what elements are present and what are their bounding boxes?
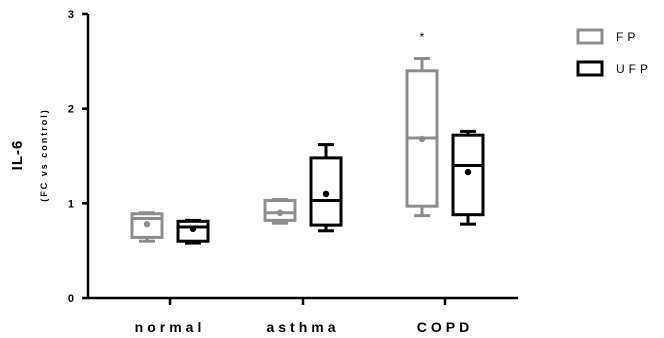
y-axis-label: IL-6 [9, 140, 26, 171]
mean-marker [418, 135, 426, 143]
legend-swatch-fp [576, 28, 604, 45]
box-ufp-asthma [309, 143, 343, 233]
legend: FP UFP [576, 28, 652, 77]
mean-marker [276, 209, 284, 216]
x-category-label: normal [135, 319, 206, 335]
y-tick-label: 0 [68, 293, 74, 305]
mean-marker [464, 168, 472, 176]
legend-swatch-ufp [576, 60, 604, 77]
y-axis-sublabel: (FC vs control) [39, 108, 49, 202]
mean-marker [143, 220, 151, 228]
box-fp-copd [405, 56, 439, 218]
box-ufp-copd [451, 129, 485, 226]
x-category-label: COPD [417, 319, 473, 335]
mean-marker [322, 190, 330, 198]
x-category-label: asthma [266, 319, 339, 335]
y-tick-label: 1 [68, 198, 74, 210]
axes: 0 1 2 3 normal asthma COPD [68, 9, 518, 335]
legend-label-fp: FP [616, 30, 639, 44]
plot-area: * [130, 30, 485, 245]
box-fp-normal [130, 211, 164, 243]
box-ufp-normal [176, 218, 210, 245]
significance-marker: * [420, 30, 425, 44]
y-tick-label: 2 [68, 104, 74, 116]
legend-label-ufp: UFP [616, 62, 652, 76]
box-fp-asthma [263, 198, 297, 225]
y-tick-label: 3 [68, 9, 74, 21]
mean-marker [189, 225, 197, 233]
